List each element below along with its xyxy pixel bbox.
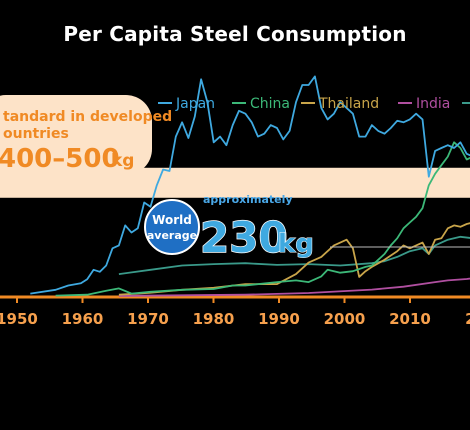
legend-label-china: China (250, 96, 290, 112)
world-average-backdrop (198, 208, 318, 260)
world-average-prefix: approximately (203, 193, 293, 206)
developed-range-unit: kg (111, 151, 134, 171)
developed-callout-line1: tandard in developed (3, 109, 172, 125)
x-tick-label-1970: 1970 (127, 310, 169, 328)
developed-callout-box (0, 95, 152, 175)
chart-title: Per Capita Steel Consumption (63, 22, 407, 46)
legend-label-japan: Japan (175, 96, 215, 112)
x-tick-label-1960: 1960 (62, 310, 104, 328)
world-average-badge-line2: average (147, 229, 197, 242)
series-line-world-average (118, 235, 470, 275)
world-average-badge (144, 199, 200, 255)
x-tick-label-1950: 1950 (0, 310, 38, 328)
legend-label-thailand: Thailand (318, 96, 379, 112)
series-line-india (118, 277, 470, 297)
world-average-unit: kg (278, 229, 314, 259)
x-tick-label-1980: 1980 (193, 310, 235, 328)
series-line-china (55, 141, 470, 297)
series-line-japan (30, 75, 470, 295)
x-tick-label-2000: 2000 (324, 310, 366, 328)
world-average-value: 230 (200, 213, 288, 262)
world-average-badge-line1: World (152, 213, 192, 227)
developed-callout-line2: ountries (3, 126, 69, 142)
x-tick-label-1990: 1990 (258, 310, 300, 328)
x-tick-label-2020: 20 (465, 310, 470, 328)
developed-range-value: 400–500 (0, 144, 120, 174)
x-tick-label-2010: 2010 (389, 310, 431, 328)
legend-label-india: India (416, 96, 450, 112)
